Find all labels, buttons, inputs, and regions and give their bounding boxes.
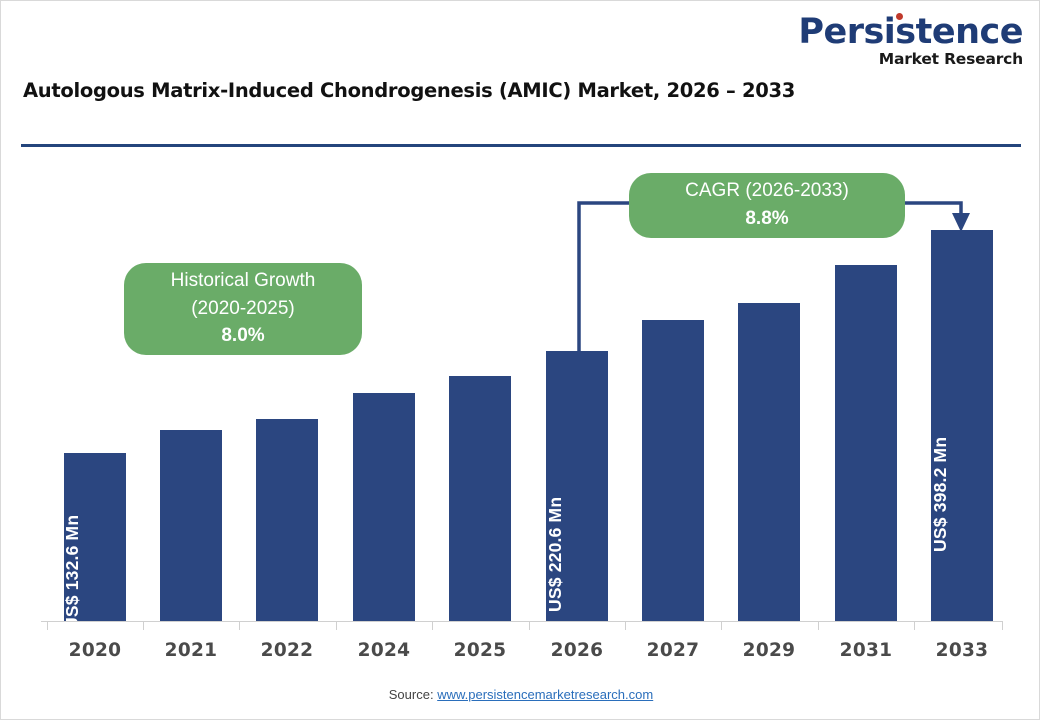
x-axis-label-2020: 2020 <box>68 640 122 661</box>
axis-tick <box>625 621 626 630</box>
axis-tick <box>336 621 337 630</box>
bar-2024[interactable] <box>353 393 415 621</box>
bar-2031[interactable] <box>835 265 897 621</box>
registered-dot-icon <box>895 12 905 21</box>
bar-value-label-2033: US$ 398.2 Mn <box>930 436 950 552</box>
axis-tick <box>818 621 819 630</box>
axis-tick <box>721 621 722 630</box>
axis-tick <box>529 621 530 630</box>
logo-brand-text: Persistence <box>798 12 1023 52</box>
x-axis-label-2024: 2024 <box>357 640 411 661</box>
bar-2021[interactable] <box>160 430 222 621</box>
bar-value-label-2026: US$ 220.6 Mn <box>545 496 565 612</box>
company-logo: Persistence Market Research <box>798 12 1023 68</box>
axis-tick <box>143 621 144 630</box>
x-axis-label-2027: 2027 <box>646 640 700 661</box>
x-axis-label-2025: 2025 <box>453 640 507 661</box>
historical-growth-value: 8.0% <box>221 325 265 347</box>
logo-brand-label: Persistence <box>798 12 1023 52</box>
page-title: Autologous Matrix-Induced Chondrogenesis… <box>23 79 796 102</box>
axis-tick <box>239 621 240 630</box>
x-axis-label-2022: 2022 <box>260 640 314 661</box>
cagr-callout: CAGR (2026-2033) 8.8% <box>629 173 905 238</box>
x-axis-label-2033: 2033 <box>935 640 989 661</box>
bar-2022[interactable] <box>256 419 318 621</box>
x-axis-label-2029: 2029 <box>742 640 796 661</box>
cagr-value: 8.8% <box>745 208 789 230</box>
historical-growth-callout: Historical Growth (2020-2025) 8.0% <box>124 263 362 355</box>
bar-2029[interactable] <box>738 303 800 621</box>
bar-2027[interactable] <box>642 320 704 621</box>
x-axis-label-2026: 2026 <box>550 640 604 661</box>
x-axis-line <box>41 621 1003 622</box>
axis-tick <box>432 621 433 630</box>
bar-2033[interactable] <box>931 230 993 621</box>
x-axis-label-2021: 2021 <box>164 640 218 661</box>
axis-tick <box>47 621 48 630</box>
title-divider <box>21 144 1021 147</box>
source-note: Source: www.persistencemarketresearch.co… <box>1 687 1039 702</box>
down-arrow-icon <box>952 213 970 232</box>
bar-2026[interactable] <box>546 351 608 621</box>
axis-tick <box>1002 621 1003 630</box>
bar-value-label-2020: US$ 132.6 Mn <box>62 514 82 630</box>
logo-tagline: Market Research <box>878 50 1023 68</box>
cagr-title: CAGR (2026-2033) <box>685 180 849 202</box>
bar-2025[interactable] <box>449 376 511 621</box>
axis-tick <box>914 621 915 630</box>
source-prefix: Source: <box>388 687 438 702</box>
historical-growth-period: (2020-2025) <box>191 297 295 319</box>
source-link[interactable]: www.persistencemarketresearch.com <box>437 687 654 702</box>
historical-growth-title: Historical Growth <box>170 270 316 292</box>
bar-2020[interactable] <box>64 453 126 621</box>
x-axis-label-2031: 2031 <box>839 640 893 661</box>
